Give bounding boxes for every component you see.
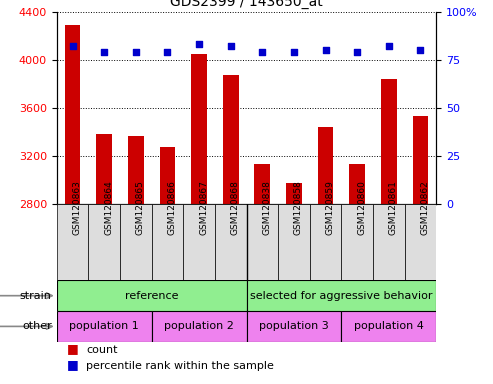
Point: [258, 49, 266, 55]
Text: population 3: population 3: [259, 321, 329, 331]
Point: [69, 43, 76, 49]
Text: GSM120865: GSM120865: [136, 180, 145, 235]
Bar: [191, 53, 207, 384]
Text: ■: ■: [67, 342, 78, 355]
Text: selected for aggressive behavior: selected for aggressive behavior: [250, 291, 433, 301]
Bar: [128, 136, 143, 384]
Bar: [246, 280, 436, 311]
Text: population 1: population 1: [70, 321, 139, 331]
Point: [227, 43, 235, 49]
Title: GDS2399 / 143650_at: GDS2399 / 143650_at: [170, 0, 323, 9]
Point: [321, 47, 329, 53]
Bar: [310, 204, 341, 280]
Bar: [223, 75, 239, 384]
Text: GSM120864: GSM120864: [104, 180, 113, 235]
Bar: [381, 79, 397, 384]
Bar: [278, 204, 310, 280]
Bar: [152, 311, 246, 342]
Bar: [215, 204, 246, 280]
Text: GSM120861: GSM120861: [389, 180, 398, 235]
Text: GSM120862: GSM120862: [421, 180, 429, 235]
Bar: [120, 204, 152, 280]
Point: [100, 49, 108, 55]
Text: reference: reference: [125, 291, 178, 301]
Bar: [57, 280, 246, 311]
Text: count: count: [86, 345, 118, 355]
Bar: [65, 25, 80, 384]
Text: GSM120868: GSM120868: [231, 180, 240, 235]
Point: [417, 47, 424, 53]
Bar: [317, 127, 333, 384]
Text: GSM120866: GSM120866: [168, 180, 176, 235]
Bar: [96, 134, 112, 384]
Bar: [57, 311, 152, 342]
Text: GSM120863: GSM120863: [72, 180, 81, 235]
Text: GSM120860: GSM120860: [357, 180, 366, 235]
Text: ■: ■: [67, 358, 78, 371]
Bar: [246, 204, 278, 280]
Bar: [373, 204, 405, 280]
Bar: [405, 204, 436, 280]
Point: [385, 43, 393, 49]
Text: population 4: population 4: [354, 321, 424, 331]
Text: GSM120858: GSM120858: [294, 180, 303, 235]
Text: GSM120838: GSM120838: [262, 180, 271, 235]
Text: GSM120859: GSM120859: [325, 180, 335, 235]
Bar: [413, 116, 428, 384]
Text: strain: strain: [20, 291, 52, 301]
Bar: [160, 147, 176, 384]
Bar: [341, 204, 373, 280]
Bar: [254, 164, 270, 384]
Point: [195, 41, 203, 47]
Point: [290, 49, 298, 55]
Bar: [57, 204, 88, 280]
Text: percentile rank within the sample: percentile rank within the sample: [86, 361, 274, 371]
Bar: [183, 204, 215, 280]
Bar: [350, 164, 365, 384]
Text: population 2: population 2: [164, 321, 234, 331]
Bar: [286, 183, 302, 384]
Text: other: other: [22, 321, 52, 331]
Point: [164, 49, 172, 55]
Point: [132, 49, 140, 55]
Bar: [88, 204, 120, 280]
Bar: [246, 311, 341, 342]
Bar: [341, 311, 436, 342]
Bar: [152, 204, 183, 280]
Text: GSM120867: GSM120867: [199, 180, 208, 235]
Point: [353, 49, 361, 55]
